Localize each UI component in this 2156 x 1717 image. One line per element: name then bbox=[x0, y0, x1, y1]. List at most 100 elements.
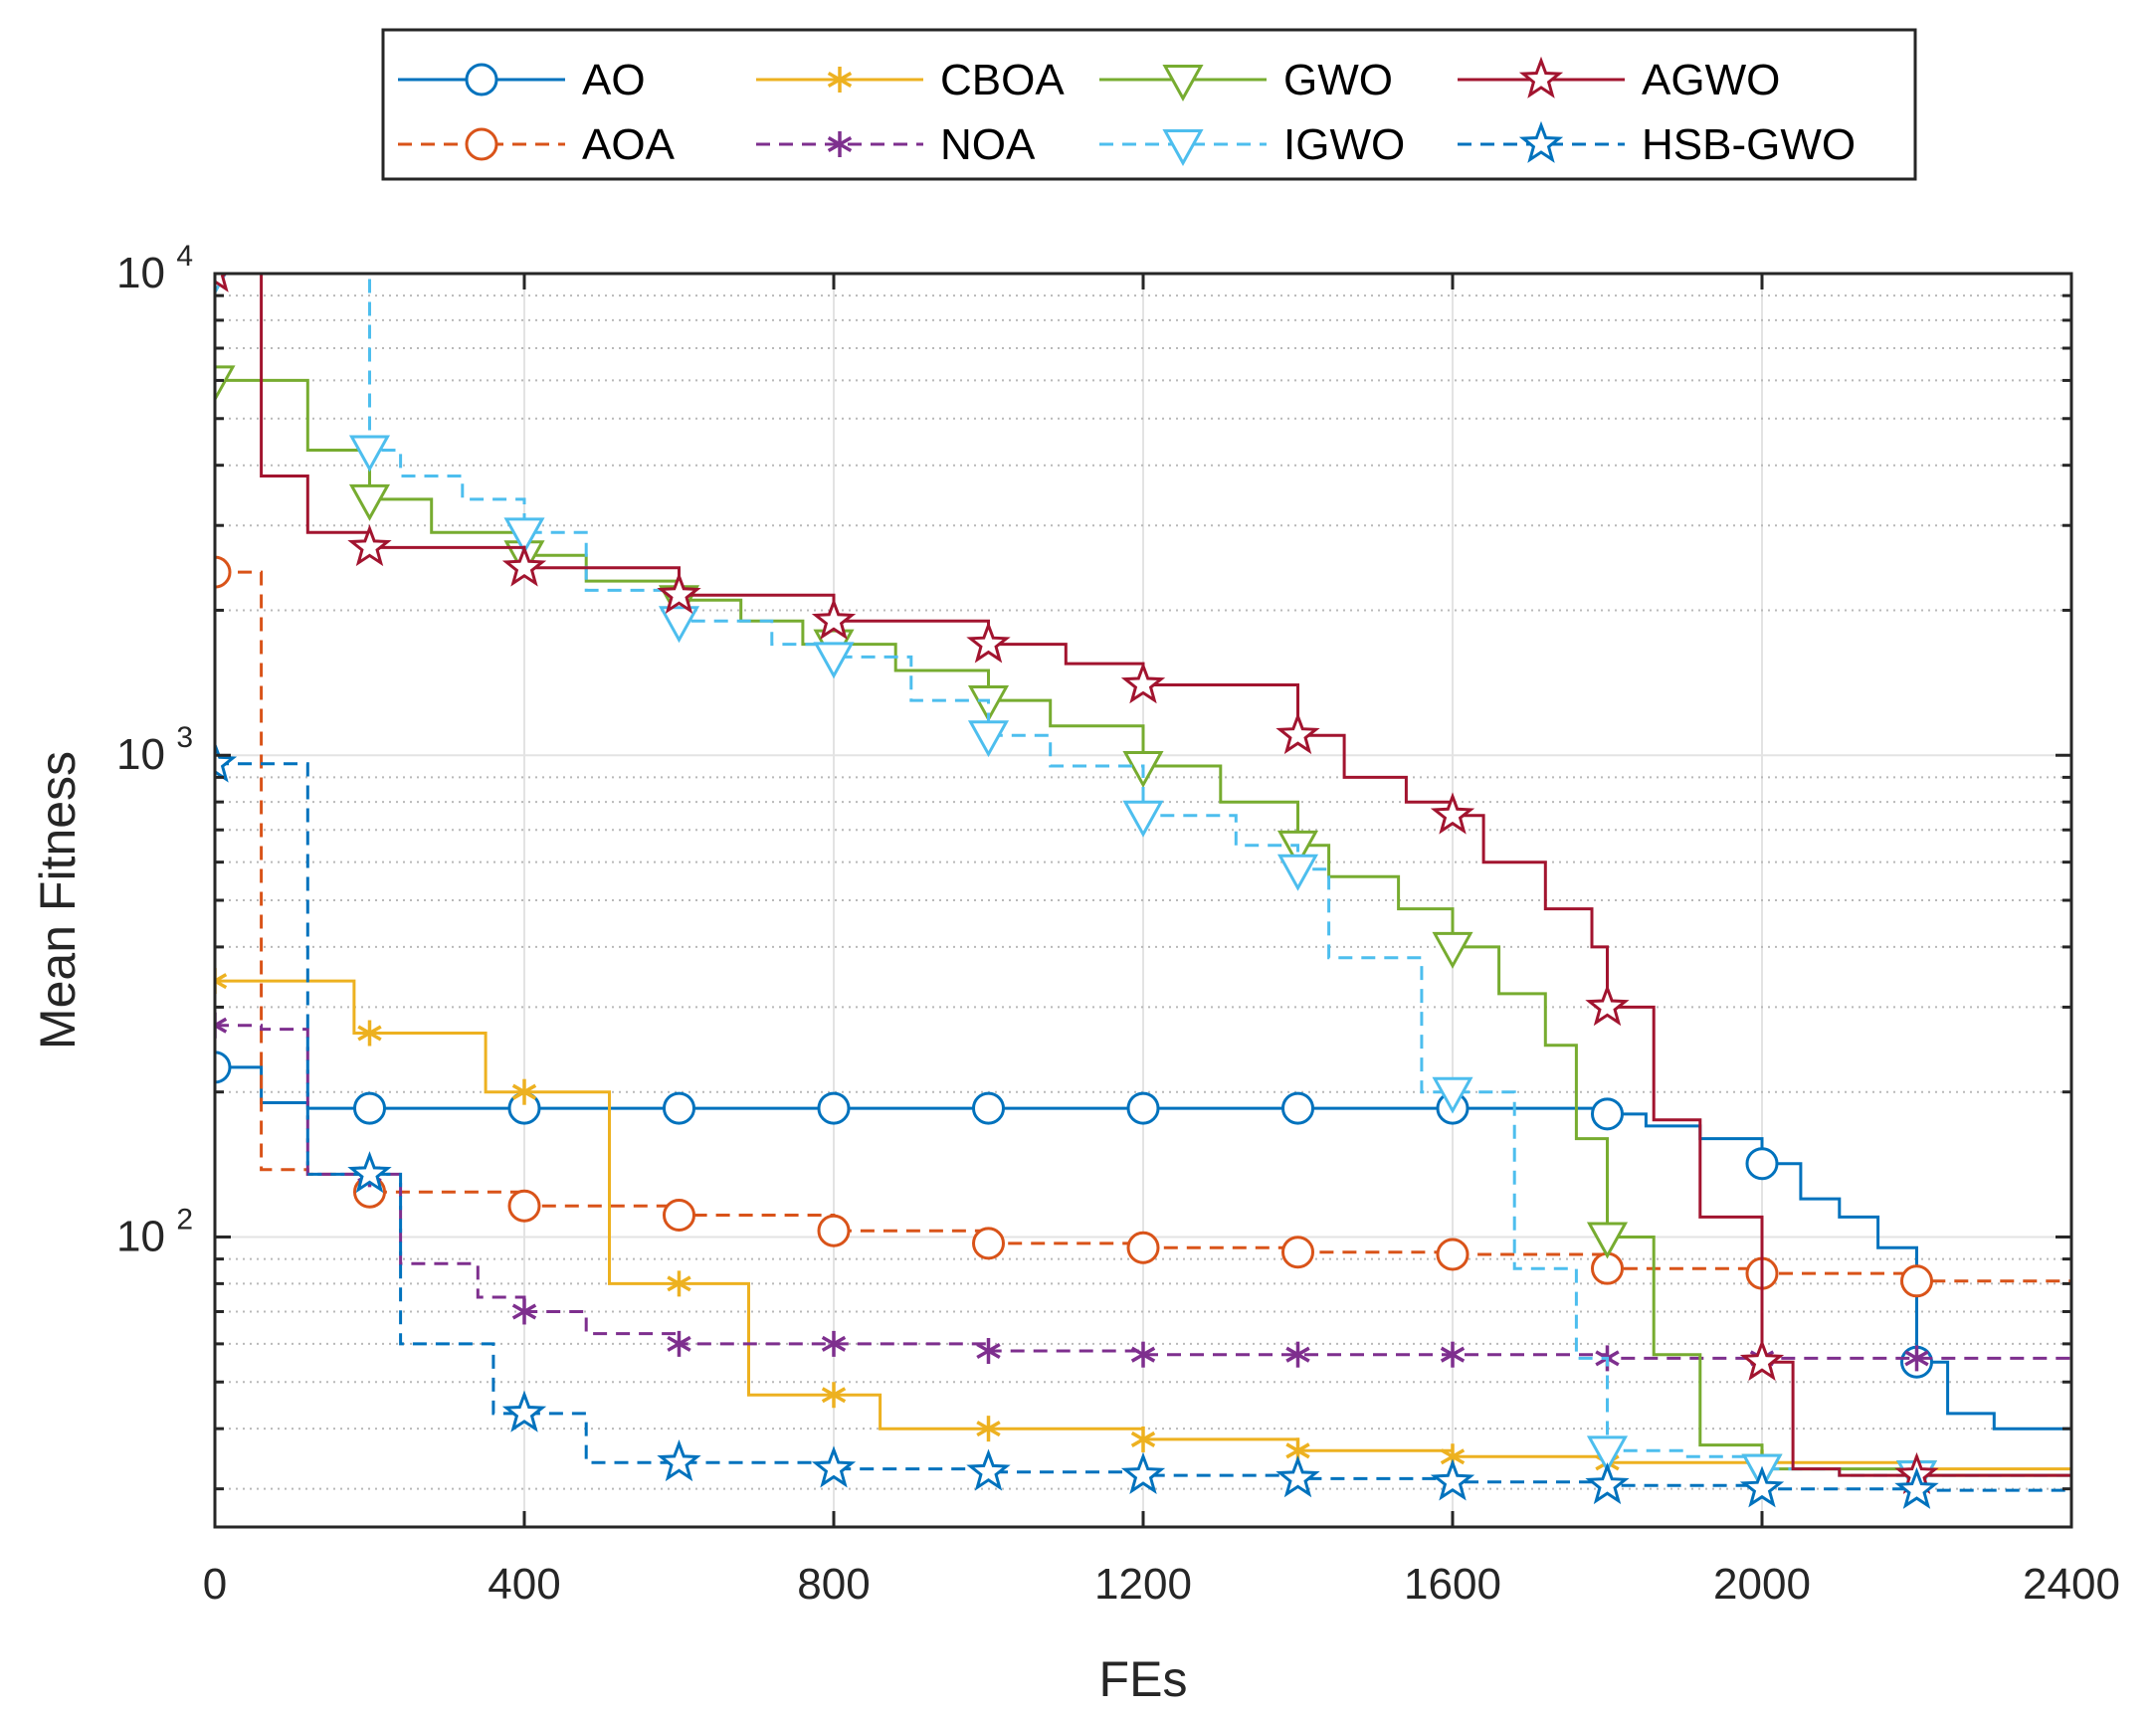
legend-label: AGWO bbox=[1642, 56, 1780, 104]
data-point-igwo bbox=[503, 517, 545, 555]
data-point-noa bbox=[667, 1330, 691, 1357]
x-axis-label: FEs bbox=[1099, 1651, 1188, 1707]
data-point-hsb-gwo bbox=[811, 1445, 857, 1488]
data-point-igwo bbox=[658, 606, 700, 644]
data-point-ao bbox=[215, 1050, 232, 1084]
data-point-aoa bbox=[507, 1189, 541, 1223]
data-point-noa bbox=[215, 1012, 228, 1039]
series-line-hsb-gwo bbox=[215, 762, 2071, 1493]
legend-item-igwo: IGWO bbox=[1099, 120, 1405, 169]
data-point-hsb-gwo bbox=[1430, 1458, 1475, 1501]
legend-label: AOA bbox=[582, 120, 676, 169]
y-tick-exponent: 4 bbox=[176, 240, 193, 273]
data-point-aoa bbox=[215, 555, 232, 589]
legend-marker bbox=[465, 127, 498, 161]
data-point-gwo bbox=[1432, 931, 1473, 969]
data-point-cboa bbox=[357, 1020, 382, 1047]
data-point-agwo bbox=[811, 598, 857, 641]
legend-label: NOA bbox=[940, 120, 1036, 169]
legend-item-agwo: AGWO bbox=[1458, 56, 1780, 104]
data-point-igwo bbox=[967, 720, 1010, 758]
data-point-igwo bbox=[1432, 1076, 1473, 1114]
series-ao bbox=[215, 1050, 2071, 1434]
data-point-igwo bbox=[1122, 800, 1164, 838]
data-point-gwo bbox=[1586, 1222, 1629, 1259]
data-point-igwo bbox=[1586, 1435, 1629, 1473]
data-point-ao bbox=[1745, 1147, 1779, 1181]
legend-label: HSB-GWO bbox=[1642, 120, 1856, 169]
x-tick-label: 0 bbox=[203, 1560, 227, 1609]
data-point-hsb-gwo bbox=[1120, 1451, 1166, 1494]
legend-item-gwo: GWO bbox=[1099, 56, 1393, 104]
data-point-agwo bbox=[1275, 711, 1320, 755]
data-point-hsb-gwo bbox=[1894, 1466, 1939, 1509]
legend-item-noa: NOA bbox=[756, 120, 1036, 169]
y-tick-label: 10 bbox=[116, 1212, 165, 1260]
x-tick-label: 2000 bbox=[1713, 1560, 1811, 1609]
y-tick-label: 10 bbox=[116, 730, 165, 779]
x-tick-label: 1600 bbox=[1404, 1560, 1501, 1609]
data-point-ao bbox=[353, 1091, 386, 1125]
data-point-noa bbox=[1130, 1341, 1156, 1368]
data-point-aoa bbox=[1126, 1231, 1160, 1264]
legend-item-cboa: CBOA bbox=[756, 56, 1065, 104]
legend-label: GWO bbox=[1283, 56, 1393, 104]
data-point-hsb-gwo bbox=[347, 1151, 392, 1194]
data-point-aoa bbox=[972, 1227, 1005, 1260]
data-point-cboa bbox=[511, 1078, 537, 1105]
y-tick-exponent: 2 bbox=[176, 1203, 193, 1236]
data-point-aoa bbox=[1281, 1236, 1314, 1269]
data-point-noa bbox=[1440, 1341, 1466, 1368]
data-point-ao bbox=[972, 1091, 1005, 1125]
legend: AO CBOA GWO AGWO AOA NOA IGWO HSB-GWO bbox=[381, 28, 1917, 181]
data-point-cboa bbox=[821, 1382, 847, 1409]
data-point-agwo bbox=[1430, 792, 1475, 835]
data-point-noa bbox=[1904, 1345, 1929, 1372]
data-point-hsb-gwo bbox=[215, 740, 238, 783]
data-point-igwo bbox=[1276, 854, 1319, 891]
data-point-ao bbox=[1126, 1091, 1160, 1125]
data-point-hsb-gwo bbox=[657, 1439, 701, 1482]
legend-box bbox=[381, 28, 1917, 181]
data-point-igwo bbox=[348, 435, 391, 473]
data-point-ao bbox=[1281, 1091, 1314, 1125]
y-axis-label: Mean Fitness bbox=[30, 751, 86, 1049]
x-tick-label: 1200 bbox=[1094, 1560, 1192, 1609]
data-point-ao bbox=[663, 1091, 695, 1125]
axes: 0 400 800 1200 1600 2000 2400 10 2 10 3 10 4 bbox=[116, 240, 2120, 1609]
data-point-cboa bbox=[215, 968, 228, 995]
legend-marker bbox=[827, 131, 853, 157]
data-point-aoa bbox=[817, 1214, 851, 1247]
legend-marker bbox=[1162, 129, 1204, 166]
legend-item-hsb-gwo: HSB-GWO bbox=[1458, 120, 1856, 169]
legend-label: AO bbox=[582, 56, 646, 104]
data-point-agwo bbox=[215, 274, 229, 292]
data-point-aoa bbox=[663, 1199, 695, 1233]
legend-marker bbox=[1518, 120, 1564, 163]
legend-marker bbox=[827, 67, 853, 93]
x-tick-label: 400 bbox=[488, 1560, 560, 1609]
data-point-cboa bbox=[976, 1416, 1001, 1442]
legend-label: CBOA bbox=[940, 56, 1065, 104]
data-point-cboa bbox=[1130, 1426, 1156, 1452]
data-point-agwo bbox=[657, 572, 701, 615]
data-point-aoa bbox=[1900, 1264, 1933, 1298]
x-tick-label: 2400 bbox=[2023, 1560, 2120, 1609]
data-point-hsb-gwo bbox=[1739, 1465, 1785, 1508]
data-point-gwo bbox=[348, 483, 391, 521]
data-point-agwo bbox=[1585, 984, 1630, 1027]
legend-item-aoa: AOA bbox=[398, 120, 676, 169]
data-point-noa bbox=[976, 1338, 1001, 1365]
y-tick-exponent: 3 bbox=[176, 721, 193, 754]
plot-area bbox=[215, 274, 2071, 1509]
data-point-noa bbox=[1285, 1341, 1310, 1368]
data-point-ao bbox=[817, 1091, 851, 1125]
legend-marker bbox=[1162, 65, 1204, 101]
data-point-hsb-gwo bbox=[1275, 1455, 1320, 1498]
y-tick-label: 10 bbox=[116, 249, 165, 297]
legend-item-ao: AO bbox=[398, 56, 646, 104]
data-point-noa bbox=[821, 1330, 847, 1357]
series-hsb-gwo bbox=[215, 740, 2071, 1509]
